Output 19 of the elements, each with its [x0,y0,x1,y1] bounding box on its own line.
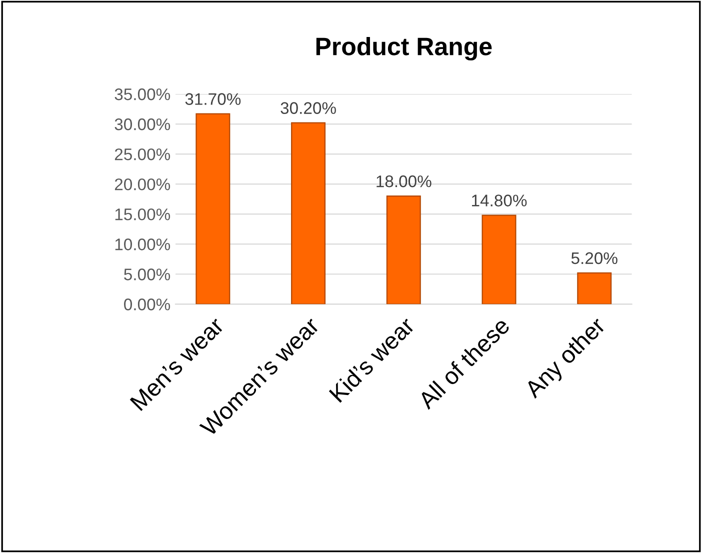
data-label: 30.20% [280,102,336,114]
data-label: 14.80% [472,194,527,206]
y-tick-label: 20.00% [114,178,170,190]
bar [386,196,421,304]
bar [577,272,612,304]
bar [291,122,326,304]
bar [482,214,516,304]
y-tick-label: 5.00% [124,268,170,280]
bar [196,113,230,304]
y-tick-label: 10.00% [115,238,170,250]
chart-title: Product Range [316,37,492,60]
y-tick-label: 35.00% [114,88,170,100]
y-tick-label: 25.00% [114,148,170,160]
data-label: 5.20% [571,252,618,264]
y-tick-label: 30.00% [114,118,170,130]
y-tick-label: 15.00% [115,208,170,220]
y-tick-label: 0.00% [124,298,170,310]
data-label: 31.70% [185,93,241,105]
data-label: 18.00% [376,175,432,188]
